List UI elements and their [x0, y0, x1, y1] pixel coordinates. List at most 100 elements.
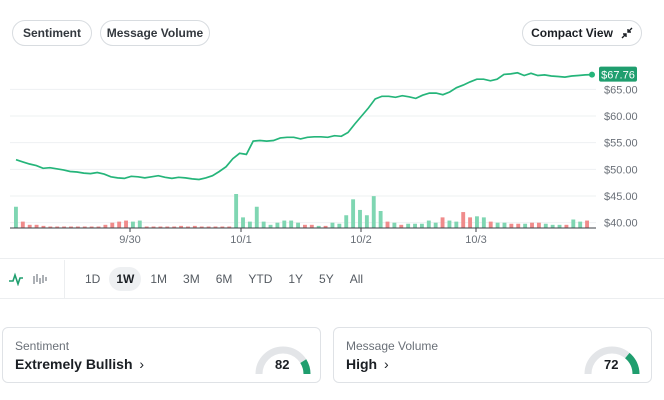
volume-bar	[282, 220, 287, 228]
volume-bar	[268, 224, 273, 228]
volume-bar	[330, 222, 335, 228]
volume-bar	[419, 223, 424, 228]
sentiment-card-value[interactable]: Extremely Bullish ›	[15, 356, 145, 372]
volume-bar	[488, 221, 493, 228]
volume-bar	[564, 224, 569, 228]
time-range-selector: 1D 1W 1M 3M 6M YTD 1Y 5Y All	[78, 267, 370, 291]
volume-bar	[199, 226, 204, 228]
volume-bar	[82, 226, 87, 228]
volume-bar	[433, 222, 438, 228]
volume-bar	[495, 222, 500, 228]
y-tick-label: $55.00	[604, 138, 638, 150]
volume-bar	[213, 226, 218, 228]
y-tick-label: $50.00	[604, 164, 638, 176]
volume-bar	[585, 220, 589, 228]
volume-bar	[34, 224, 39, 228]
volume-bar	[323, 225, 328, 228]
volume-bar	[440, 217, 445, 228]
volume-bar	[426, 220, 431, 228]
volume-bar	[206, 226, 211, 228]
sentiment-gauge	[255, 346, 311, 375]
volume-bar	[364, 215, 369, 228]
range-6m[interactable]: 6M	[215, 272, 233, 286]
volume-bar	[89, 226, 94, 228]
price-chart[interactable]: 9/30 10/1 10/2 10/3 $65.00 $60.00 $55.00 $50.0…	[0, 58, 664, 248]
range-1y[interactable]: 1Y	[288, 272, 304, 286]
volume-bar	[337, 223, 342, 228]
volume-bar	[447, 220, 452, 228]
compact-view-button[interactable]: Compact View	[522, 20, 642, 46]
chevron-right-icon: ›	[384, 356, 389, 372]
y-tick-label: $40.00	[604, 218, 638, 230]
range-5y[interactable]: 5Y	[319, 272, 334, 286]
volume-bar	[62, 226, 67, 228]
range-1d[interactable]: 1D	[85, 272, 101, 286]
tab-sentiment[interactable]: Sentiment	[12, 20, 92, 46]
message-volume-card-label: Message Volume	[346, 339, 439, 353]
line-chart-icon	[9, 272, 23, 286]
compact-view-label: Compact View	[531, 26, 613, 40]
volume-bar	[96, 226, 101, 228]
line-chart-button[interactable]	[5, 268, 27, 290]
volume-bar	[358, 209, 362, 228]
volume-bar	[227, 226, 232, 228]
volume-bar	[296, 222, 300, 228]
y-tick-label: $65.00	[604, 84, 638, 96]
volume-bar	[530, 222, 534, 228]
volume-bar	[14, 206, 18, 228]
x-tick-label: 10/3	[465, 234, 486, 246]
volume-bar	[20, 221, 25, 228]
volume-bar	[137, 220, 142, 228]
volume-bar	[523, 223, 528, 228]
message-volume-card-value[interactable]: High ›	[346, 356, 389, 372]
volume-bar	[578, 221, 583, 228]
price-badge	[599, 66, 637, 82]
x-tick-label: 10/2	[350, 234, 371, 246]
volume-bar	[509, 223, 514, 228]
volume-bar	[550, 224, 555, 228]
range-all[interactable]: All	[349, 272, 364, 286]
volume-bar	[316, 225, 321, 228]
volume-bar	[303, 224, 307, 228]
volume-bar	[289, 220, 294, 228]
volume-bar	[130, 221, 135, 228]
volume-bar	[406, 223, 411, 228]
volume-bar	[144, 226, 149, 228]
range-1m[interactable]: 1M	[150, 272, 168, 286]
volume-bar	[481, 217, 486, 228]
range-ytd[interactable]: YTD	[248, 272, 273, 286]
bar-chart-button[interactable]	[29, 268, 51, 290]
tab-message-volume[interactable]: Message Volume	[100, 20, 210, 46]
volume-bar	[220, 226, 225, 228]
volume-bar	[557, 224, 562, 228]
sentiment-card[interactable]: Sentiment Extremely Bullish › 82	[2, 327, 321, 383]
y-tick-label: $45.00	[604, 191, 638, 203]
volume-bar	[179, 225, 184, 228]
tab-sentiment-label: Sentiment	[22, 26, 81, 40]
volume-bar	[344, 215, 349, 228]
volume-bar	[75, 226, 80, 228]
volume-bar	[165, 226, 170, 228]
sentiment-card-label: Sentiment	[15, 339, 70, 353]
volume-bar	[571, 219, 576, 228]
volume-bar	[468, 217, 473, 228]
range-3m[interactable]: 3M	[183, 272, 200, 286]
volume-bar	[454, 221, 459, 228]
volume-bar	[186, 226, 190, 228]
volume-bar	[371, 196, 376, 228]
last-price-dot	[589, 71, 595, 78]
bar-chart-icon	[33, 274, 47, 284]
message-volume-score: 72	[604, 357, 619, 372]
price-badge-label: $67.76	[601, 70, 635, 82]
volume-bar	[254, 206, 259, 228]
volume-bar	[413, 223, 417, 228]
range-1w[interactable]: 1W	[109, 267, 142, 291]
volume-bar	[192, 225, 197, 228]
x-tick-label: 9/30	[119, 234, 140, 246]
volume-bar	[385, 221, 390, 228]
volume-bar	[378, 211, 383, 228]
chevron-right-icon: ›	[139, 356, 145, 372]
message-volume-gauge	[584, 346, 640, 375]
message-volume-card[interactable]: Message Volume High › 72	[333, 327, 652, 383]
volume-bar	[247, 221, 252, 228]
